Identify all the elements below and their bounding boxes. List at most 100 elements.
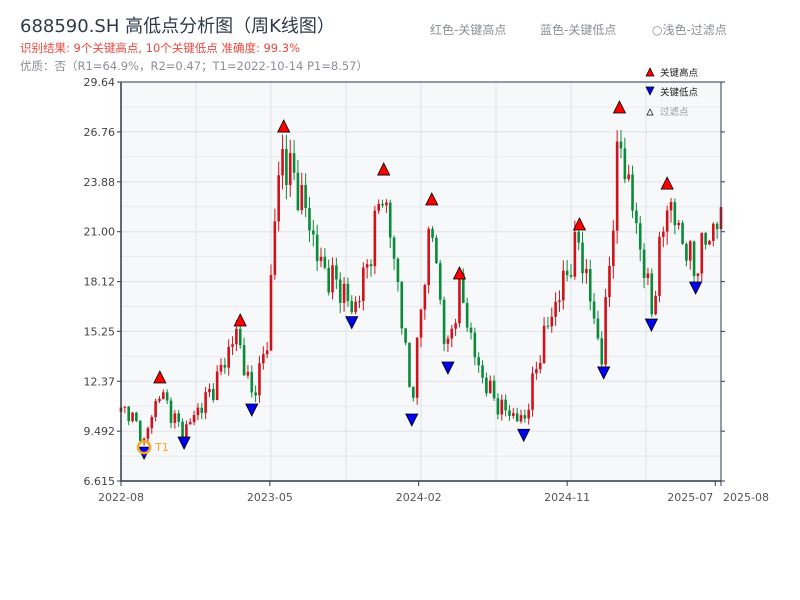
candle-body (342, 283, 346, 303)
candle-body (165, 392, 169, 401)
candle-body (227, 346, 230, 368)
candle-body (238, 328, 242, 346)
candle-body (123, 406, 127, 408)
candle-body (312, 230, 315, 235)
candle-body (373, 210, 377, 267)
candle-body (173, 413, 177, 423)
key-high-marker (612, 100, 627, 114)
candle-body (127, 406, 130, 422)
candle-body (512, 413, 515, 416)
candle-body (465, 302, 469, 328)
y-tick-label: 9.492 (84, 425, 116, 438)
header-legend-filtered: ○浅色-过滤点 (652, 23, 727, 37)
chart-title: 688590.SH 高低点分析图（周K线图） (20, 16, 335, 37)
candle-body (427, 228, 430, 286)
candle-body (365, 264, 369, 268)
candle-body (477, 357, 480, 366)
y-tick-label: 6.615 (84, 475, 116, 488)
candle-body (358, 301, 361, 303)
candle-body (269, 274, 273, 351)
candle-body (423, 285, 427, 310)
candle-body (485, 377, 488, 394)
candle-body (354, 301, 357, 313)
candle-body (535, 369, 538, 374)
key-high-marker (377, 162, 391, 176)
candle-body (431, 228, 434, 238)
candle-body (265, 350, 269, 355)
candle-body (658, 236, 661, 296)
key-high-marker (452, 266, 467, 280)
candle-body (223, 364, 227, 368)
candle-body (677, 222, 680, 226)
key-high-marker (425, 192, 439, 206)
candle-body (669, 202, 673, 211)
key-high-marker (153, 370, 167, 384)
key-low-marker (245, 403, 259, 417)
key-low-marker (644, 318, 659, 332)
candle-body (565, 270, 569, 276)
candle-body (692, 241, 696, 276)
candle-body (712, 223, 715, 241)
candle-body (638, 223, 642, 250)
y-tick-label: 21.00 (84, 226, 116, 239)
candle-body (350, 300, 354, 313)
candle-body (185, 424, 188, 440)
candle-body (335, 265, 338, 280)
candle-body (481, 365, 484, 378)
candle-body (546, 325, 550, 327)
y-tick-label: 18.12 (84, 276, 116, 289)
candle-body (550, 316, 554, 327)
candle-body (319, 256, 323, 262)
candle-body (504, 399, 507, 411)
candle-body (181, 421, 184, 440)
candle-body (304, 184, 307, 209)
key-low-marker (597, 366, 611, 380)
candle-body (400, 281, 404, 329)
candle-body (346, 283, 350, 301)
t1-label: T1 (154, 441, 169, 454)
legend-key-high-icon (645, 67, 655, 77)
key-low-marker (405, 413, 419, 427)
candle-body (665, 210, 669, 232)
candle-body (338, 279, 342, 303)
x-tick-label: 2024-11 (544, 491, 590, 504)
candle-body (200, 407, 204, 413)
candle-body (308, 208, 311, 231)
candle-body (135, 412, 138, 421)
candle-body (415, 337, 419, 398)
candle-body (300, 184, 304, 211)
candle-body (462, 273, 465, 303)
candle-body (458, 273, 461, 324)
candle-body (573, 231, 577, 277)
candle-body (246, 371, 250, 376)
candle-body (615, 141, 619, 231)
key-high-marker (277, 119, 291, 133)
candle-body (285, 148, 288, 185)
candle-body (208, 388, 211, 393)
result-summary: 识别结果: 9个关键高点, 10个关键低点 准确度: 99.3% (20, 41, 301, 55)
quality-summary: 优质：否（R1=64.9%，R2=0.47；T1=2022-10-14 P1=8… (20, 59, 368, 73)
candle-body (523, 415, 527, 419)
candle-body (188, 422, 192, 425)
candle-body (596, 318, 600, 339)
candle-body (612, 230, 615, 266)
candle-body (408, 342, 411, 387)
x-tick-label: 2025-08 (723, 491, 769, 504)
candle-body (531, 373, 534, 410)
candle-body (650, 273, 654, 315)
candle-body (488, 380, 492, 394)
candle-body (315, 234, 319, 262)
candle-body (288, 153, 292, 185)
candle-body (600, 338, 604, 365)
candle-body (662, 231, 665, 237)
candle-body (381, 203, 384, 206)
candle-body (150, 416, 154, 429)
candle-body (385, 202, 388, 206)
candle-body (696, 273, 700, 276)
key-low-marker (441, 361, 455, 375)
candle-body (231, 344, 234, 347)
candle-body (277, 175, 280, 222)
candle-body (235, 328, 238, 345)
candle-body (627, 174, 630, 180)
